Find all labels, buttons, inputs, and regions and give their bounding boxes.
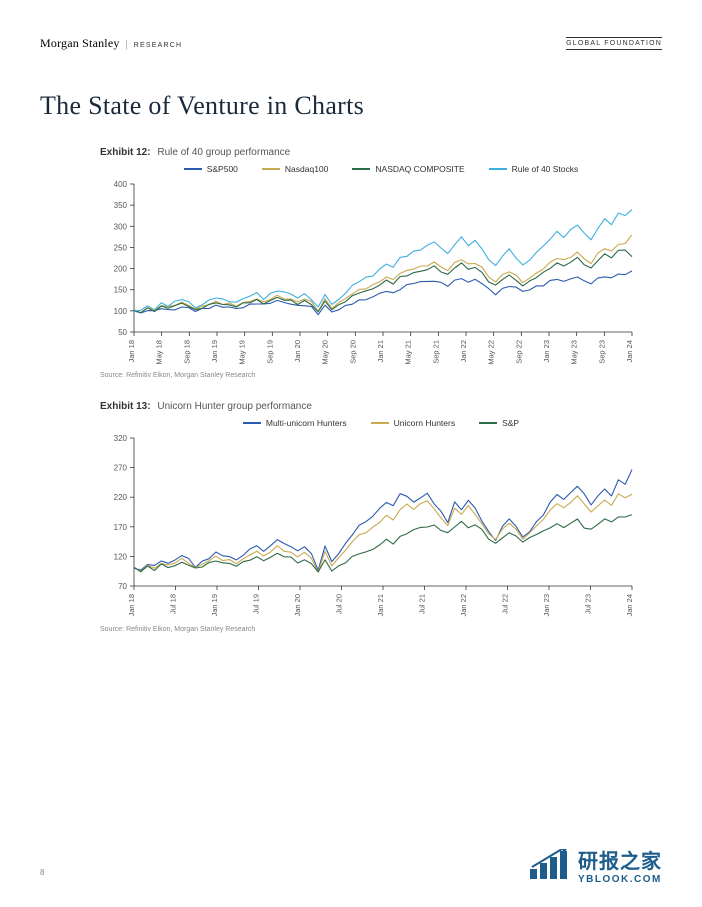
brand-separator: | bbox=[126, 38, 128, 50]
svg-text:Sep 20: Sep 20 bbox=[348, 340, 357, 364]
legend-label: NASDAQ COMPOSITE bbox=[375, 164, 464, 174]
brand-sub: RESEARCH bbox=[134, 42, 183, 49]
svg-text:250: 250 bbox=[114, 243, 128, 252]
exhibit-12: Exhibit 12: Rule of 40 group performance… bbox=[100, 147, 662, 379]
watermark-en: YBLOOK.COM bbox=[578, 874, 662, 885]
svg-text:Jan 18: Jan 18 bbox=[127, 340, 136, 363]
exhibit-13-source: Source: Refinitiv Eikon, Morgan Stanley … bbox=[100, 626, 662, 633]
svg-text:Sep 21: Sep 21 bbox=[431, 340, 440, 364]
exhibit-12-label: Rule of 40 group performance bbox=[157, 147, 290, 158]
watermark-cn: 研报之家 bbox=[578, 845, 662, 874]
svg-text:Jan 18: Jan 18 bbox=[127, 594, 136, 617]
legend-swatch bbox=[479, 422, 497, 424]
exhibit-13-label: Unicorn Hunter group performance bbox=[157, 401, 312, 412]
legend-label: S&P bbox=[502, 418, 519, 428]
legend-swatch bbox=[262, 168, 280, 170]
exhibit-13-legend: Multi-unicorn Hunters Unicorn Hunters S&P bbox=[100, 418, 662, 428]
svg-text:Jul 23: Jul 23 bbox=[584, 594, 593, 614]
svg-text:Jan 21: Jan 21 bbox=[376, 340, 385, 363]
watermark-text: 研报之家 YBLOOK.COM bbox=[578, 845, 662, 885]
svg-text:May 21: May 21 bbox=[404, 340, 413, 365]
svg-text:May 19: May 19 bbox=[238, 340, 247, 365]
legend-swatch bbox=[184, 168, 202, 170]
exhibit-13: Exhibit 13: Unicorn Hunter group perform… bbox=[100, 401, 662, 633]
legend-item: Multi-unicorn Hunters bbox=[243, 418, 347, 428]
legend-swatch bbox=[371, 422, 389, 424]
brand-name: Morgan Stanley bbox=[40, 36, 120, 51]
svg-text:320: 320 bbox=[114, 434, 128, 443]
page-number: 8 bbox=[40, 868, 44, 877]
exhibit-13-chart: 70 120 170 220 270 320 Jan 18 Jul 18 Jan 19 Jul 1… bbox=[100, 432, 662, 622]
svg-text:Jan 19: Jan 19 bbox=[210, 594, 219, 617]
legend-label: Unicorn Hunters bbox=[394, 418, 455, 428]
exhibit-12-title: Exhibit 12: Rule of 40 group performance bbox=[100, 147, 662, 158]
svg-text:Jan 20: Jan 20 bbox=[293, 340, 302, 363]
legend-swatch bbox=[243, 422, 261, 424]
svg-text:Jan 19: Jan 19 bbox=[210, 340, 219, 363]
brand: Morgan Stanley | RESEARCH bbox=[40, 36, 182, 51]
svg-text:Jan 24: Jan 24 bbox=[625, 340, 634, 363]
legend-item: Rule of 40 Stocks bbox=[489, 164, 579, 174]
exhibit-12-prefix: Exhibit 12: bbox=[100, 147, 151, 158]
svg-text:May 20: May 20 bbox=[321, 340, 330, 365]
page-header: Morgan Stanley | RESEARCH GLOBAL FOUNDAT… bbox=[40, 36, 662, 51]
legend-item: NASDAQ COMPOSITE bbox=[352, 164, 464, 174]
legend-item: Nasdaq100 bbox=[262, 164, 328, 174]
legend-item: S&P500 bbox=[184, 164, 238, 174]
exhibit-13-prefix: Exhibit 13: bbox=[100, 401, 151, 412]
svg-text:Jul 20: Jul 20 bbox=[335, 594, 344, 614]
svg-text:Jan 23: Jan 23 bbox=[542, 340, 551, 363]
svg-text:Sep 23: Sep 23 bbox=[597, 340, 606, 364]
svg-text:Sep 19: Sep 19 bbox=[265, 340, 274, 364]
svg-text:Jan 21: Jan 21 bbox=[376, 594, 385, 617]
header-tag: GLOBAL FOUNDATION bbox=[566, 37, 662, 50]
legend-label: Rule of 40 Stocks bbox=[512, 164, 579, 174]
legend-item: Unicorn Hunters bbox=[371, 418, 455, 428]
svg-text:May 18: May 18 bbox=[155, 340, 164, 365]
legend-label: Multi-unicorn Hunters bbox=[266, 418, 347, 428]
svg-text:270: 270 bbox=[114, 464, 128, 473]
svg-text:120: 120 bbox=[114, 552, 128, 561]
exhibit-12-legend: S&P500 Nasdaq100 NASDAQ COMPOSITE Rule of 4… bbox=[100, 164, 662, 174]
svg-text:170: 170 bbox=[114, 523, 128, 532]
svg-text:200: 200 bbox=[114, 265, 128, 274]
svg-text:Jan 20: Jan 20 bbox=[293, 594, 302, 617]
svg-text:May 23: May 23 bbox=[570, 340, 579, 365]
svg-text:300: 300 bbox=[114, 222, 128, 231]
svg-text:350: 350 bbox=[114, 201, 128, 210]
svg-text:50: 50 bbox=[118, 328, 127, 337]
exhibit-12-source: Source: Refinitiv Eikon, Morgan Stanley … bbox=[100, 372, 662, 379]
svg-text:Sep 18: Sep 18 bbox=[182, 340, 191, 364]
svg-text:Jan 23: Jan 23 bbox=[542, 594, 551, 617]
legend-swatch bbox=[489, 168, 507, 170]
svg-text:Jul 22: Jul 22 bbox=[501, 594, 510, 614]
svg-text:400: 400 bbox=[114, 180, 128, 189]
svg-text:May 22: May 22 bbox=[487, 340, 496, 365]
svg-text:Jul 21: Jul 21 bbox=[418, 594, 427, 614]
bars-icon bbox=[528, 849, 570, 881]
exhibit-13-title: Exhibit 13: Unicorn Hunter group perform… bbox=[100, 401, 662, 412]
svg-text:220: 220 bbox=[114, 493, 128, 502]
legend-swatch bbox=[352, 168, 370, 170]
legend-label: S&P500 bbox=[207, 164, 238, 174]
svg-text:Jul 18: Jul 18 bbox=[169, 594, 178, 614]
watermark: 研报之家 YBLOOK.COM bbox=[528, 845, 662, 885]
legend-item: S&P bbox=[479, 418, 519, 428]
svg-text:Jan 24: Jan 24 bbox=[625, 594, 634, 617]
legend-label: Nasdaq100 bbox=[285, 164, 328, 174]
page-title: The State of Venture in Charts bbox=[40, 91, 662, 121]
svg-text:70: 70 bbox=[118, 582, 127, 591]
svg-text:Jul 19: Jul 19 bbox=[252, 594, 261, 614]
svg-text:Sep 22: Sep 22 bbox=[514, 340, 523, 364]
exhibit-12-chart: 50 100 150 200 250 300 350 400 Jan 18 May 18 Sep 1… bbox=[100, 178, 662, 368]
svg-text:150: 150 bbox=[114, 286, 128, 295]
svg-text:Jan 22: Jan 22 bbox=[459, 340, 468, 363]
svg-text:100: 100 bbox=[114, 307, 128, 316]
svg-text:Jan 22: Jan 22 bbox=[459, 594, 468, 617]
